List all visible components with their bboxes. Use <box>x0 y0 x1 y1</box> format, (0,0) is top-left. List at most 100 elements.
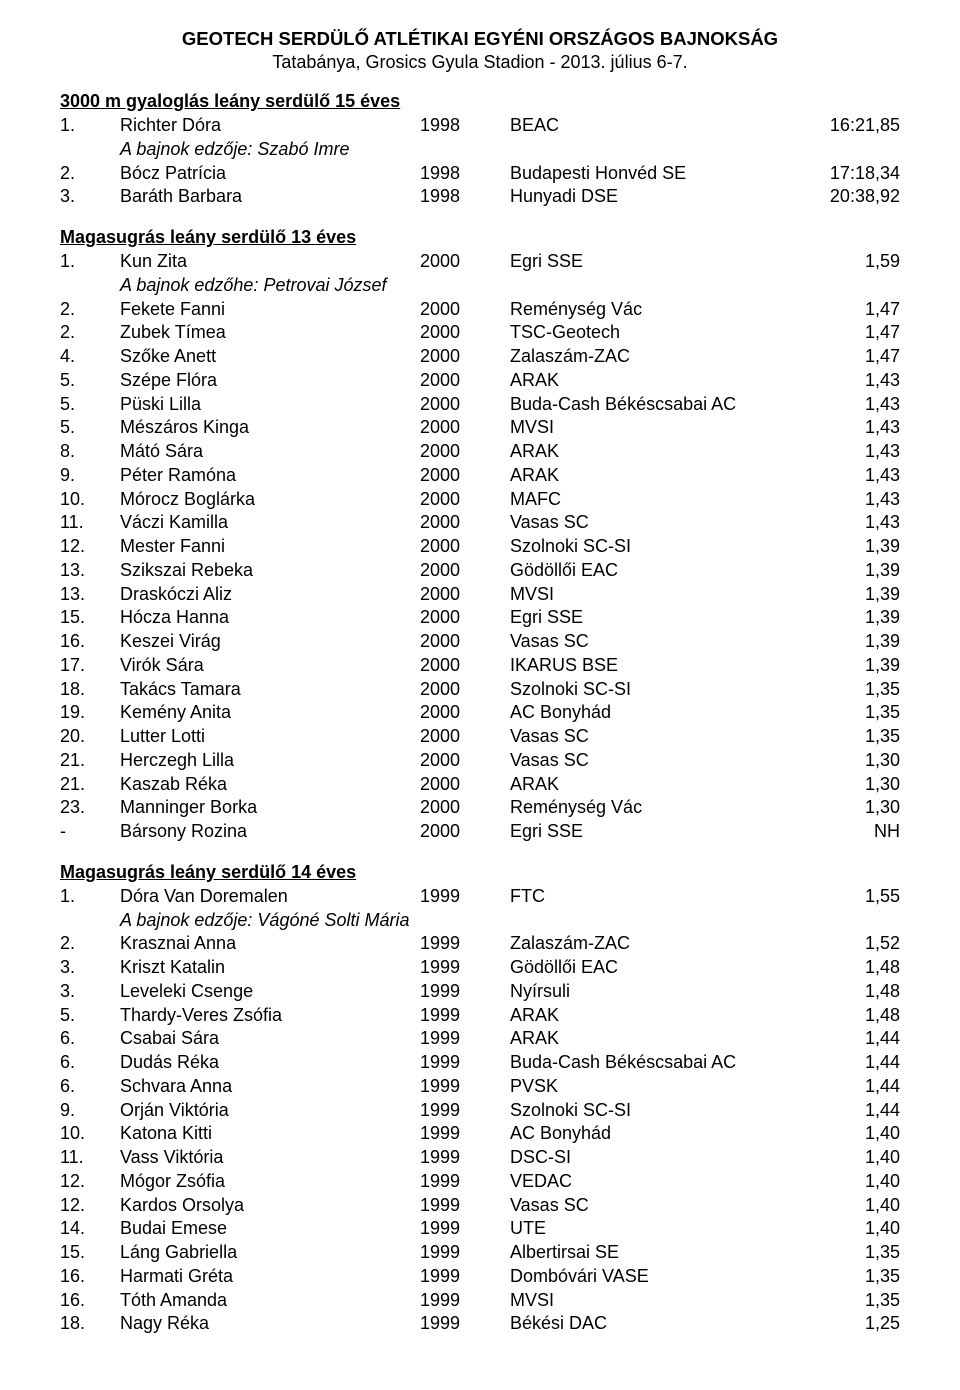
result-row: 18.Takács Tamara2000Szolnoki SC-SI1,35 <box>60 678 900 702</box>
club-cell: Vasas SC <box>510 511 810 535</box>
place-cell: 8. <box>60 440 120 464</box>
place-cell: 3. <box>60 185 120 209</box>
club-cell: Vasas SC <box>510 725 810 749</box>
place-cell: 14. <box>60 1217 120 1241</box>
result-row: 6.Schvara Anna1999PVSK1,44 <box>60 1075 900 1099</box>
year-cell: 1999 <box>420 1312 510 1336</box>
place-cell: 6. <box>60 1051 120 1075</box>
result-cell: 1,35 <box>810 678 900 702</box>
result-row: 16.Harmati Gréta1999Dombóvári VASE1,35 <box>60 1265 900 1289</box>
result-row: 3.Leveleki Csenge1999Nyírsuli1,48 <box>60 980 900 1004</box>
year-cell: 2000 <box>420 440 510 464</box>
result-row: 3.Baráth Barbara1998Hunyadi DSE20:38,92 <box>60 185 900 209</box>
name-cell: Thardy-Veres Zsófia <box>120 1004 420 1028</box>
club-cell: Vasas SC <box>510 749 810 773</box>
name-cell: Leveleki Csenge <box>120 980 420 1004</box>
result-cell: 1,39 <box>810 535 900 559</box>
result-row: 16.Keszei Virág2000Vasas SC1,39 <box>60 630 900 654</box>
name-cell: Láng Gabriella <box>120 1241 420 1265</box>
name-cell: Kriszt Katalin <box>120 956 420 980</box>
result-row: 11.Váczi Kamilla2000Vasas SC1,43 <box>60 511 900 535</box>
name-cell: Baráth Barbara <box>120 185 420 209</box>
place-cell: 10. <box>60 488 120 512</box>
club-cell: Szolnoki SC-SI <box>510 678 810 702</box>
place-cell: 3. <box>60 980 120 1004</box>
name-cell: Mógor Zsófia <box>120 1170 420 1194</box>
result-row: 9.Orján Viktória1999Szolnoki SC-SI1,44 <box>60 1099 900 1123</box>
place-cell: 12. <box>60 1170 120 1194</box>
club-cell: Gödöllői EAC <box>510 559 810 583</box>
result-row: 5.Thardy-Veres Zsófia1999ARAK1,48 <box>60 1004 900 1028</box>
club-cell: Egri SSE <box>510 820 810 844</box>
result-row: 1.Kun Zita2000Egri SSE1,59 <box>60 250 900 274</box>
year-cell: 1999 <box>420 1051 510 1075</box>
name-cell: Bócz Patrícia <box>120 162 420 186</box>
club-cell: VEDAC <box>510 1170 810 1194</box>
result-row: 8.Mátó Sára2000ARAK1,43 <box>60 440 900 464</box>
result-cell: 1,47 <box>810 345 900 369</box>
club-cell: PVSK <box>510 1075 810 1099</box>
name-cell: Richter Dóra <box>120 114 420 138</box>
club-cell: AC Bonyhád <box>510 701 810 725</box>
place-cell: 4. <box>60 345 120 369</box>
year-cell: 1999 <box>420 1075 510 1099</box>
coach-indent <box>60 274 120 298</box>
place-cell: 5. <box>60 416 120 440</box>
place-cell: 1. <box>60 885 120 909</box>
name-cell: Zubek Tímea <box>120 321 420 345</box>
year-cell: 2000 <box>420 820 510 844</box>
result-row: 1.Dóra Van Doremalen1999FTC1,55 <box>60 885 900 909</box>
place-cell: 2. <box>60 298 120 322</box>
name-cell: Harmati Gréta <box>120 1265 420 1289</box>
result-row: -Bársony Rozina2000Egri SSENH <box>60 820 900 844</box>
result-cell: 1,43 <box>810 464 900 488</box>
result-row: 2.Bócz Patrícia1998Budapesti Honvéd SE17… <box>60 162 900 186</box>
place-cell: 13. <box>60 583 120 607</box>
result-cell: 16:21,85 <box>810 114 900 138</box>
coach-row: A bajnok edzője: Szabó Imre <box>60 138 900 162</box>
name-cell: Schvara Anna <box>120 1075 420 1099</box>
result-row: 6.Csabai Sára1999ARAK1,44 <box>60 1027 900 1051</box>
result-cell: 1,39 <box>810 654 900 678</box>
place-cell: 12. <box>60 535 120 559</box>
year-cell: 2000 <box>420 464 510 488</box>
year-cell: 2000 <box>420 606 510 630</box>
club-cell: ARAK <box>510 440 810 464</box>
result-cell: 1,40 <box>810 1122 900 1146</box>
club-cell: Albertirsai SE <box>510 1241 810 1265</box>
result-row: 5.Szépe Flóra2000ARAK1,43 <box>60 369 900 393</box>
club-cell: Zalaszám-ZAC <box>510 932 810 956</box>
result-cell: 1,43 <box>810 488 900 512</box>
place-cell: 6. <box>60 1027 120 1051</box>
year-cell: 1999 <box>420 1194 510 1218</box>
result-cell: 1,48 <box>810 980 900 1004</box>
club-cell: ARAK <box>510 464 810 488</box>
place-cell: 1. <box>60 250 120 274</box>
year-cell: 1999 <box>420 1027 510 1051</box>
result-cell: 1,30 <box>810 749 900 773</box>
club-cell: Gödöllői EAC <box>510 956 810 980</box>
name-cell: Keszei Virág <box>120 630 420 654</box>
coach-text: A bajnok edzőhe: Petrovai József <box>120 274 900 298</box>
name-cell: Vass Viktória <box>120 1146 420 1170</box>
result-row: 1.Richter Dóra1998BEAC16:21,85 <box>60 114 900 138</box>
club-cell: BEAC <box>510 114 810 138</box>
result-cell: 1,55 <box>810 885 900 909</box>
year-cell: 1999 <box>420 1217 510 1241</box>
place-cell: 9. <box>60 1099 120 1123</box>
name-cell: Szikszai Rebeka <box>120 559 420 583</box>
name-cell: Krasznai Anna <box>120 932 420 956</box>
coach-indent <box>60 138 120 162</box>
result-cell: 1,40 <box>810 1217 900 1241</box>
result-cell: 1,48 <box>810 956 900 980</box>
result-row: 4.Szőke Anett2000Zalaszám-ZAC1,47 <box>60 345 900 369</box>
section-gap <box>60 1336 900 1350</box>
result-row: 10.Katona Kitti1999AC Bonyhád1,40 <box>60 1122 900 1146</box>
name-cell: Lutter Lotti <box>120 725 420 749</box>
place-cell: 6. <box>60 1075 120 1099</box>
result-row: 3.Kriszt Katalin1999Gödöllői EAC1,48 <box>60 956 900 980</box>
year-cell: 2000 <box>420 369 510 393</box>
name-cell: Draskóczi Aliz <box>120 583 420 607</box>
place-cell: 23. <box>60 796 120 820</box>
club-cell: FTC <box>510 885 810 909</box>
